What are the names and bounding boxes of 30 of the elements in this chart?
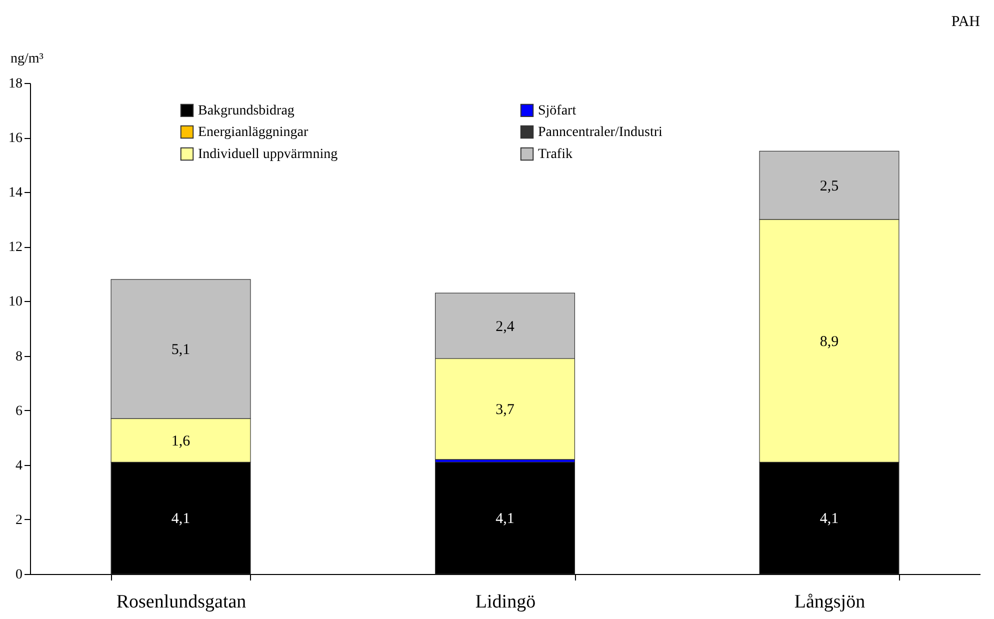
data-label: 4,1 xyxy=(496,511,514,528)
data-label: 5,1 xyxy=(171,342,190,358)
data-label: 2,4 xyxy=(496,318,515,335)
legend-label: Sjöfart xyxy=(538,103,576,118)
data-label: 8,9 xyxy=(820,334,839,350)
y-axis-title: ng/m³ xyxy=(10,52,44,66)
data-label: 2,5 xyxy=(820,178,839,194)
legend-label: Individuell uppvärmning xyxy=(198,147,338,162)
x-tick-label: Lidingö xyxy=(475,592,536,612)
x-tick-label: Rosenlundsgatan xyxy=(116,592,247,612)
data-label: 3,7 xyxy=(496,402,515,418)
y-tick-label: 16 xyxy=(8,131,22,146)
y-tick-label: 8 xyxy=(16,349,22,364)
data-label: 1,6 xyxy=(171,433,191,450)
y-tick-label: 2 xyxy=(16,512,22,528)
y-tick-label: 6 xyxy=(16,404,22,419)
x-tick-label: Långsjön xyxy=(794,592,866,612)
y-tick-label: 14 xyxy=(8,186,22,201)
legend-label: Trafik xyxy=(538,147,572,162)
data-label: 4,1 xyxy=(171,511,190,528)
y-tick-label: 0 xyxy=(16,568,22,582)
y-tick-label: 4 xyxy=(16,458,22,474)
legend-label: Bakgrundsbidrag xyxy=(198,103,294,118)
y-tick-label: 18 xyxy=(8,76,22,92)
legend-label: Panncentraler/Industri xyxy=(538,125,663,140)
y-tick-label: 10 xyxy=(8,294,22,310)
legend-label: Energianläggningar xyxy=(198,125,308,140)
y-tick-label: 12 xyxy=(8,240,22,256)
chart-title: PAH xyxy=(951,14,980,30)
data-label: 4,1 xyxy=(820,511,839,528)
